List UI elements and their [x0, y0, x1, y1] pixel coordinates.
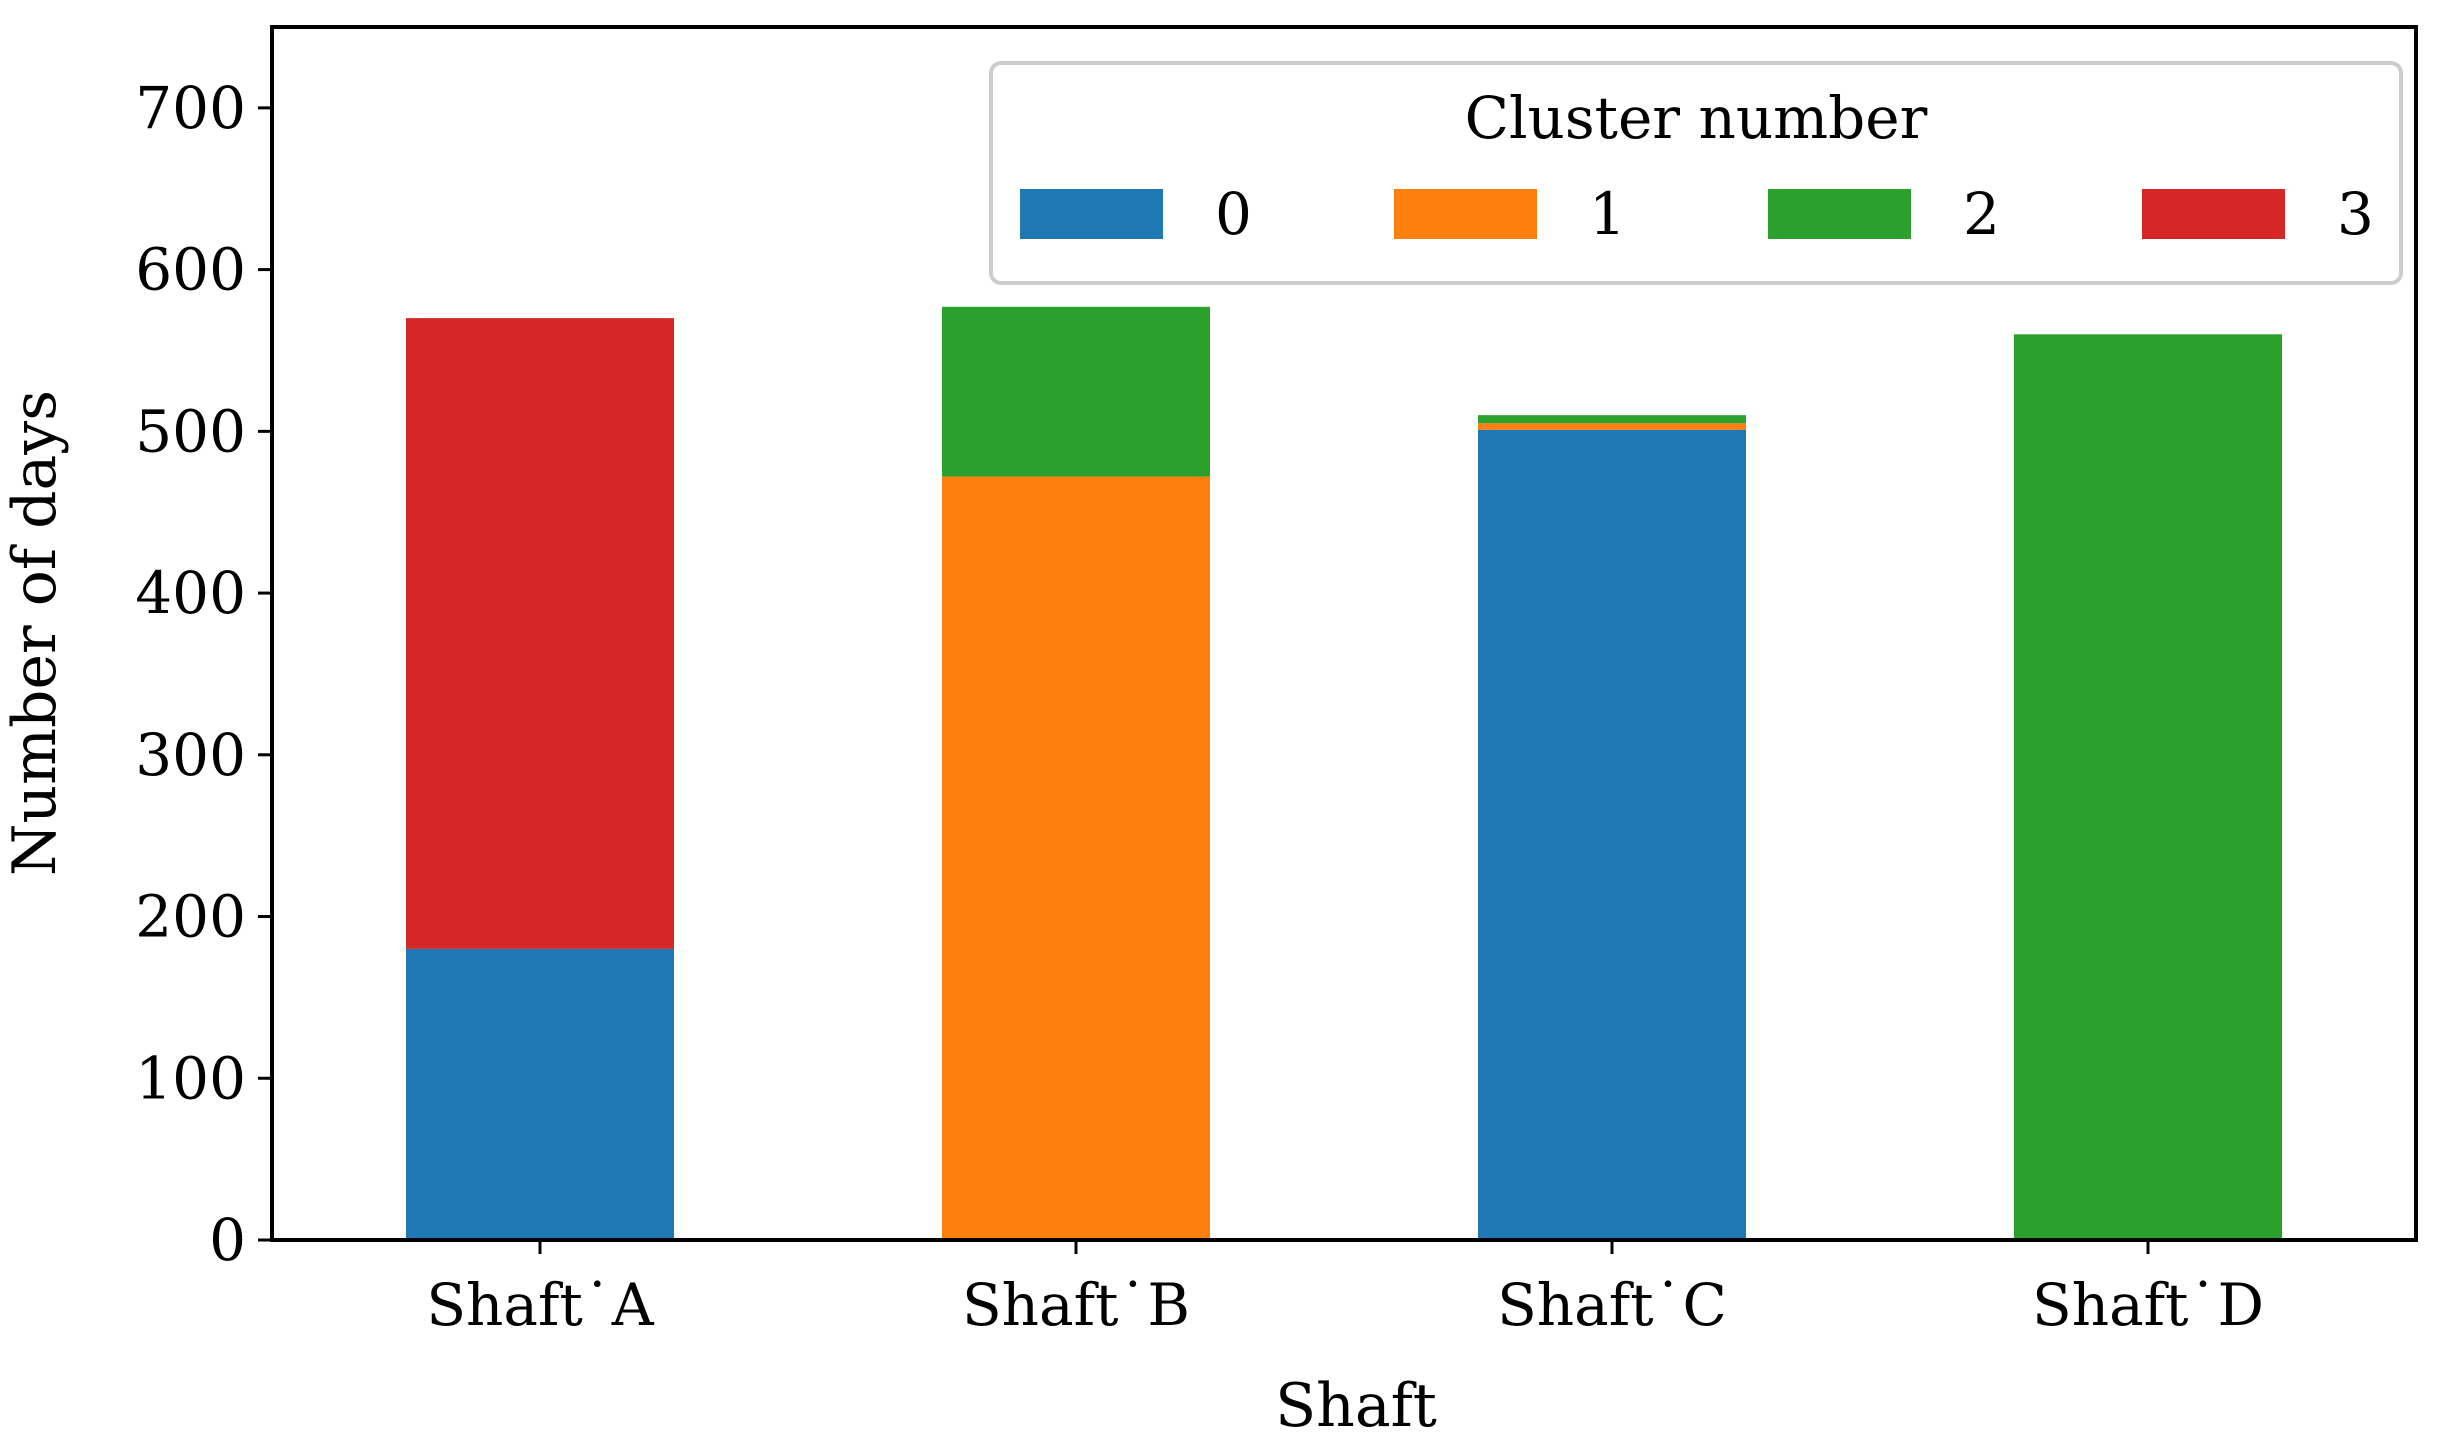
- bar-shaftd-cluster-2: [2014, 334, 2282, 1240]
- legend-label-2: 2: [1963, 180, 2000, 248]
- y-axis-ticks: 0 100 200 300 400 500 600 700: [135, 74, 272, 1274]
- bar-shaftc-cluster-1: [1478, 423, 1746, 430]
- legend-box: [989, 61, 2403, 285]
- y-tick-label: 0: [209, 1206, 246, 1274]
- x-tick-label: Shaft˙B: [962, 1271, 1190, 1339]
- bar-shaftc-cluster-2: [1478, 415, 1746, 424]
- legend-swatch-3: [2142, 189, 2285, 239]
- y-axis-label: Number of days: [0, 390, 70, 876]
- legend-title: Cluster number: [1465, 84, 1928, 152]
- legend-label-1: 1: [1589, 180, 1626, 248]
- bar-shaftb-cluster-1: [942, 476, 1210, 1240]
- bar-shaftb-cluster-2: [942, 306, 1210, 477]
- y-tick-label: 200: [135, 883, 246, 951]
- bar-shaftc-cluster-0: [1478, 429, 1746, 1240]
- x-axis-label: Shaft: [1275, 1371, 1437, 1441]
- legend-swatch-0: [1020, 189, 1163, 239]
- y-tick-label: 300: [135, 721, 246, 789]
- x-tick-label: Shaft˙C: [1497, 1271, 1727, 1339]
- bar-shafta-cluster-3: [406, 318, 674, 949]
- bars-layer: [406, 306, 2282, 1240]
- y-tick-label: 600: [135, 236, 246, 304]
- y-tick-label: 400: [135, 559, 246, 627]
- y-tick-label: 700: [135, 74, 246, 142]
- legend-label-0: 0: [1215, 180, 1252, 248]
- y-tick-label: 500: [135, 397, 246, 465]
- x-axis-ticks: Shaft˙A Shaft˙B Shaft˙C Shaft˙D: [426, 1240, 2264, 1339]
- legend: Cluster number 0 1 2 3: [989, 61, 2403, 285]
- x-tick-label: Shaft˙D: [2032, 1271, 2264, 1339]
- x-tick-label: Shaft˙A: [426, 1271, 654, 1339]
- legend-label-3: 3: [2337, 180, 2374, 248]
- legend-items: 0 1 2 3: [1020, 180, 2374, 248]
- y-tick-label: 100: [135, 1044, 246, 1112]
- bar-shafta-cluster-0: [406, 948, 674, 1240]
- plot-area-frame: [270, 25, 2418, 1242]
- legend-swatch-1: [1394, 189, 1537, 239]
- legend-swatch-2: [1768, 189, 1911, 239]
